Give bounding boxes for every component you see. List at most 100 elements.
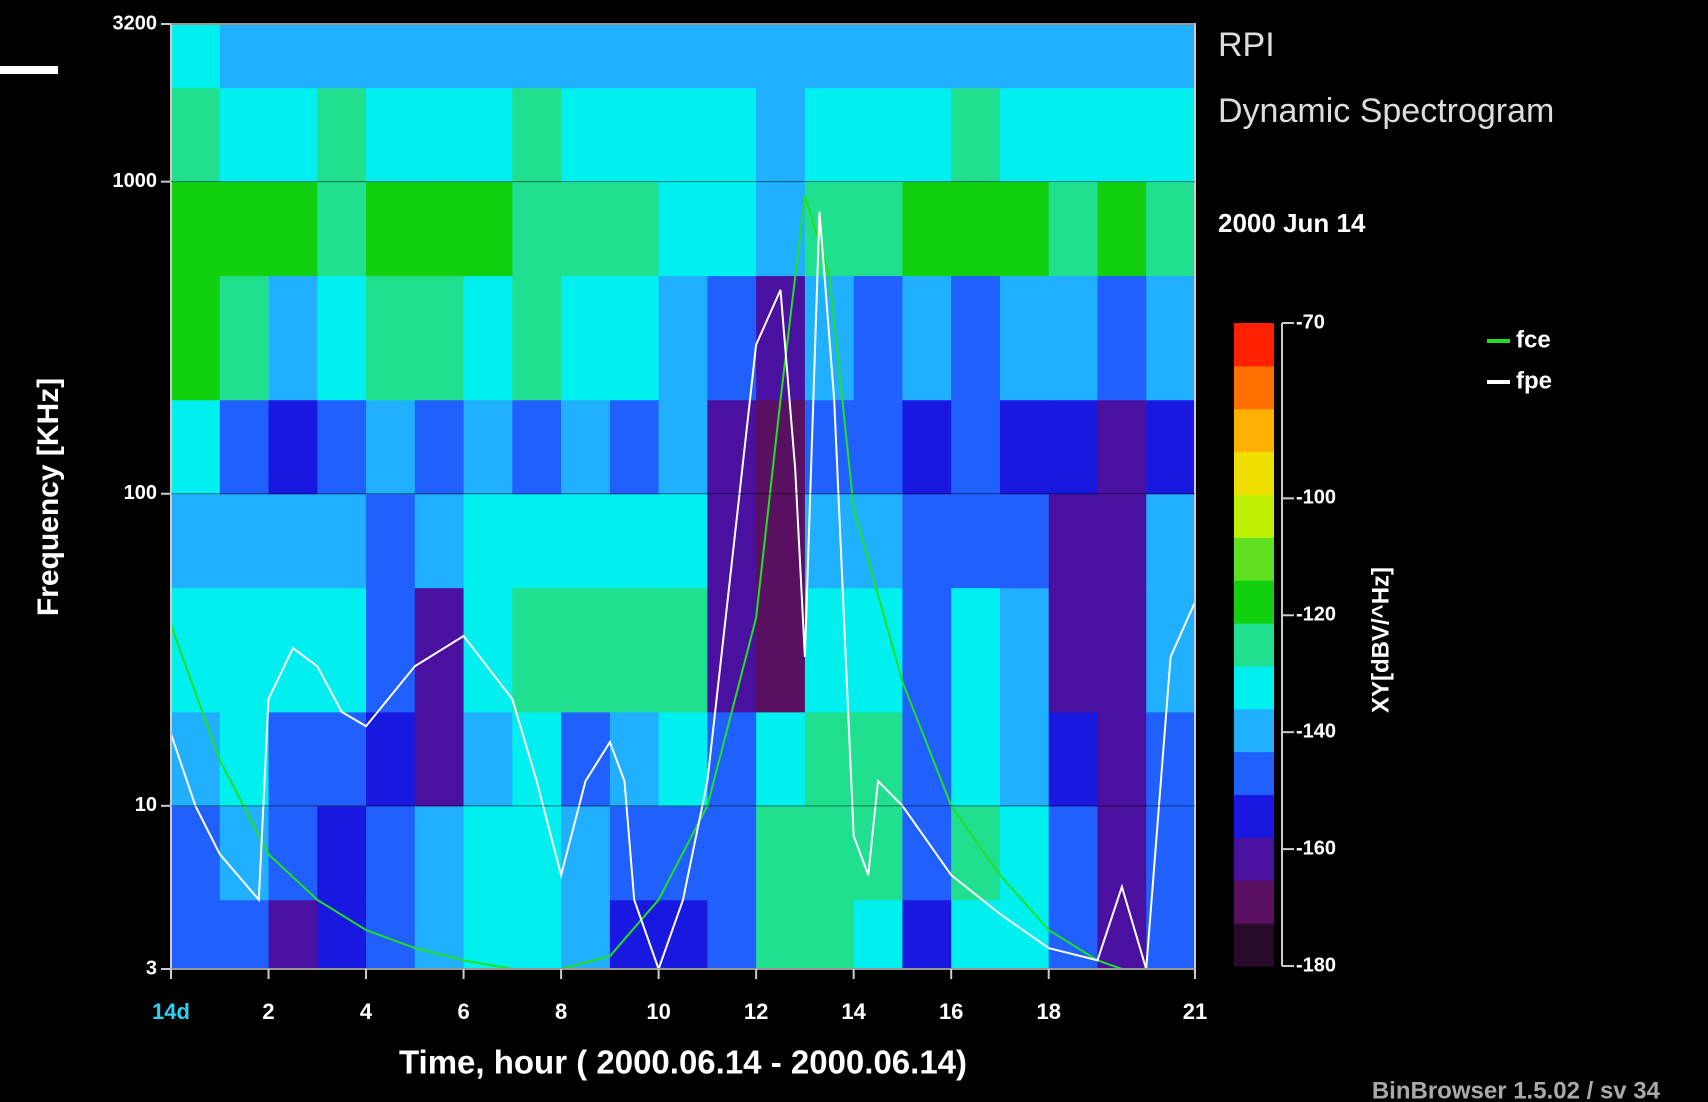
x-axis-label: Time, hour ( 2000.06.14 - 2000.06.14) — [399, 1044, 967, 1081]
heatmap-cell — [268, 181, 318, 277]
heatmap-cell — [853, 399, 903, 495]
heatmap-cell — [317, 805, 367, 901]
heatmap-cell — [268, 275, 318, 401]
heatmap-cell — [951, 24, 1001, 89]
colorbar-swatch — [1234, 794, 1274, 838]
heatmap-cell — [219, 399, 270, 495]
heatmap-cell — [317, 399, 367, 495]
heatmap-cell — [1048, 711, 1098, 807]
heatmap-cell — [317, 899, 367, 970]
colorbar-swatch — [1234, 923, 1274, 967]
heatmap-cell — [171, 24, 221, 89]
heatmap-cell — [1097, 87, 1147, 183]
heatmap-cell — [219, 87, 270, 183]
heatmap-cell — [366, 275, 416, 401]
colorbar-swatch — [1234, 623, 1274, 667]
colorbar-swatch — [1234, 708, 1274, 753]
heatmap-cell — [171, 711, 221, 807]
heatmap-cell — [414, 493, 465, 589]
heatmap-cell — [658, 24, 708, 89]
heatmap-cell — [219, 493, 270, 589]
heatmap-cell — [658, 587, 708, 713]
heatmap-cell — [853, 711, 903, 807]
heatmap-cell — [951, 711, 1001, 807]
heatmap-cell — [219, 275, 270, 401]
colorbar-tick-label: -140 — [1296, 720, 1336, 742]
heatmap-cell — [902, 493, 952, 589]
heatmap-cell — [756, 87, 806, 183]
y-tick-label: 1000 — [113, 170, 158, 192]
colorbar-swatch — [1234, 494, 1274, 538]
legend-label: fce — [1516, 326, 1551, 353]
heatmap-cell — [951, 87, 1001, 183]
x-tick-label: 18 — [1036, 999, 1060, 1024]
chart-title: RPI — [1218, 26, 1275, 64]
heatmap-cell — [999, 587, 1050, 713]
heatmap-cell — [512, 899, 562, 970]
colorbar-swatch — [1234, 751, 1274, 796]
heatmap-cell — [804, 24, 855, 89]
heatmap-cell — [317, 275, 367, 401]
heatmap-cell — [853, 87, 903, 183]
decoration — [0, 66, 58, 74]
heatmap-cell — [1146, 275, 1196, 401]
heatmap-cell — [609, 24, 660, 89]
heatmap-cell — [609, 87, 660, 183]
heatmap-cell — [219, 24, 270, 89]
x-tick-label: 21 — [1183, 999, 1207, 1024]
heatmap-cell — [268, 24, 318, 89]
heatmap-cell — [658, 87, 708, 183]
heatmap-cell — [366, 805, 416, 901]
heatmap-cell — [1146, 181, 1196, 277]
heatmap-cell — [1048, 587, 1098, 713]
heatmap-cell — [756, 899, 806, 970]
heatmap-cell — [609, 899, 660, 970]
heatmap-cell — [1146, 24, 1196, 89]
colorbar-swatch — [1234, 580, 1274, 624]
heatmap-cell — [902, 87, 952, 183]
heatmap-cell — [902, 711, 952, 807]
heatmap-cell — [414, 711, 465, 807]
heatmap-cell — [561, 587, 611, 713]
heatmap-cell — [756, 181, 806, 277]
colorbar-swatch — [1234, 837, 1274, 881]
heatmap-cell — [804, 493, 855, 589]
heatmap-cell — [999, 493, 1050, 589]
heatmap-cell — [463, 275, 513, 401]
heatmap-cell — [609, 399, 660, 495]
heatmap-cell — [658, 711, 708, 807]
heatmap-cell — [951, 275, 1001, 401]
colorbar-tick-label: -100 — [1296, 487, 1336, 509]
heatmap-cell — [658, 181, 708, 277]
heatmap-cell — [1097, 275, 1147, 401]
heatmap-cell — [171, 493, 221, 589]
heatmap-cell — [268, 399, 318, 495]
heatmap-cell — [1146, 899, 1196, 970]
colorbar-swatch — [1234, 665, 1274, 710]
heatmap-cell — [756, 24, 806, 89]
heatmap-cell — [1097, 711, 1147, 807]
heatmap-cell — [707, 493, 757, 589]
heatmap-cell — [561, 493, 611, 589]
heatmap-cell — [853, 24, 903, 89]
heatmap-cell — [317, 493, 367, 589]
heatmap-cell — [902, 399, 952, 495]
heatmap-cell — [463, 493, 513, 589]
heatmap-cell — [707, 87, 757, 183]
heatmap-cell — [658, 493, 708, 589]
heatmap-cell — [853, 899, 903, 970]
heatmap-cell — [366, 711, 416, 807]
heatmap-cell — [1146, 493, 1196, 589]
chart-date: 2000 Jun 14 — [1218, 208, 1366, 238]
heatmap-cell — [268, 805, 318, 901]
colorbar-swatch — [1234, 323, 1274, 367]
heatmap-cell — [609, 181, 660, 277]
x-tick-label: 14 — [841, 999, 866, 1024]
heatmap-cell — [999, 711, 1050, 807]
heatmap-cell — [707, 587, 757, 713]
heatmap-cell — [609, 805, 660, 901]
heatmap-cell — [317, 24, 367, 89]
heatmap-cell — [317, 181, 367, 277]
heatmap-cell — [609, 587, 660, 713]
